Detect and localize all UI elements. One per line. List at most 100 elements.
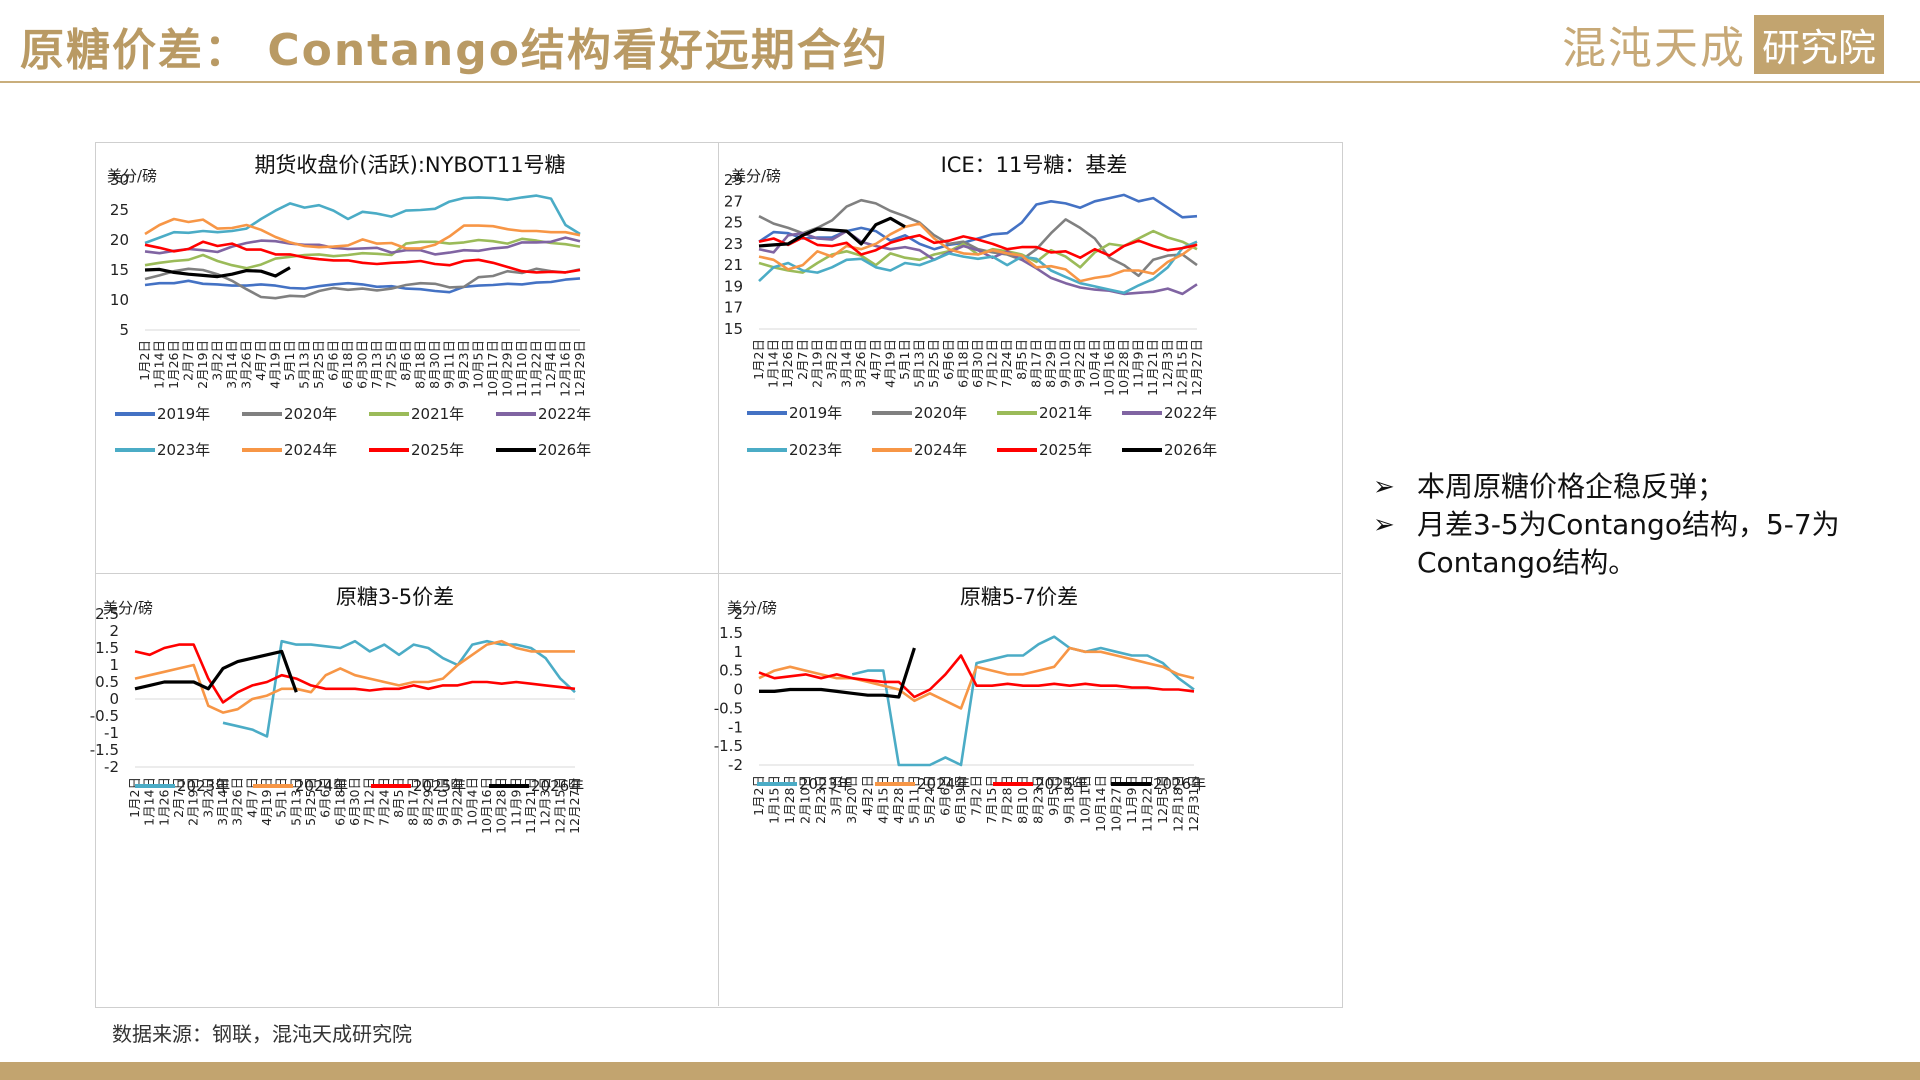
x-tick-label: 5月11日 xyxy=(906,775,921,824)
x-tick-label: 7月24日 xyxy=(376,777,391,826)
series-2023 xyxy=(851,635,1195,767)
x-tick-label: 7月24日 xyxy=(999,339,1014,388)
x-tick-label: 7月2日 xyxy=(969,775,984,816)
series-line xyxy=(144,237,581,270)
x-tick-label: 1月2日 xyxy=(751,775,766,816)
x-tick-label: 11月9日 xyxy=(1124,775,1139,824)
axis-unit-label: 美分/磅 xyxy=(731,167,781,185)
y-tick-label: 29 xyxy=(724,171,743,189)
legend-item: 2026年 xyxy=(1111,775,1206,793)
legend-item: 2024年 xyxy=(242,441,337,459)
y-tick-label: -1.5 xyxy=(714,737,743,755)
x-tick-label: 12月15日 xyxy=(1174,339,1189,396)
y-tick-label: -1 xyxy=(728,718,743,736)
legend-label: 2024年 xyxy=(284,441,337,459)
series-line xyxy=(222,639,576,738)
x-tick-label: 3月2日 xyxy=(200,777,215,818)
y-tick-label: 1 xyxy=(109,656,119,674)
x-tick-label: 3月14日 xyxy=(839,339,854,388)
x-tick-label: 12月27日 xyxy=(567,777,582,834)
x-tick-label: 1月26日 xyxy=(780,339,795,388)
legend-label: 2023年 xyxy=(157,441,210,459)
legend-label: 2020年 xyxy=(914,404,967,422)
x-tick-label: 8月29日 xyxy=(420,777,435,826)
legend-item: 2020年 xyxy=(872,404,967,422)
x-tick-label: 6月30日 xyxy=(347,777,362,826)
y-tick-label: 25 xyxy=(110,201,129,219)
legend-label: 2019年 xyxy=(789,404,842,422)
x-tick-label: 12月4日 xyxy=(543,340,558,389)
legend-label: 2022年 xyxy=(538,405,591,423)
series-line xyxy=(758,654,1195,699)
legend-label: 2024年 xyxy=(914,441,967,459)
y-tick-label: 2 xyxy=(109,622,119,640)
x-tick-label: 5月13日 xyxy=(297,340,312,389)
series-line xyxy=(134,643,576,704)
legend-label: 2025年 xyxy=(411,441,464,459)
header-rule xyxy=(0,81,1920,83)
y-tick-label: 25 xyxy=(724,214,743,232)
arrow-bullet-icon: ➢ xyxy=(1373,472,1395,502)
x-tick-label: 9月22日 xyxy=(450,777,465,826)
y-tick-label: 20 xyxy=(110,231,129,249)
x-tick-label: 11月10日 xyxy=(514,340,529,397)
legend-label: 2026年 xyxy=(538,441,591,459)
x-tick-label: 4月7日 xyxy=(868,339,883,380)
x-tick-label: 4月19日 xyxy=(882,339,897,388)
x-tick-label: 5月25日 xyxy=(311,340,326,389)
x-tick-label: 8月23日 xyxy=(1031,775,1046,824)
series-2026 xyxy=(134,649,298,693)
legend-item: 2024年 xyxy=(875,775,970,793)
x-tick-label: 3月20日 xyxy=(844,775,859,824)
legend-label: 2022年 xyxy=(1164,404,1217,422)
x-tick-label: 8月29日 xyxy=(1043,339,1058,388)
legend-item: 2019年 xyxy=(115,405,210,423)
legend-item: 2025年 xyxy=(997,441,1092,459)
x-tick-label: 7月13日 xyxy=(369,340,384,389)
x-tick-label: 5月25日 xyxy=(926,339,941,388)
x-tick-label: 7月15日 xyxy=(984,775,999,824)
x-tick-label: 8月30日 xyxy=(427,340,442,389)
y-tick-label: -2 xyxy=(104,758,119,776)
x-tick-label: 6月6日 xyxy=(318,777,333,818)
legend-label: 2026年 xyxy=(1164,441,1217,459)
x-tick-label: 6月30日 xyxy=(970,339,985,388)
x-tick-label: 10月29日 xyxy=(500,340,515,397)
bullet-text: 月差3-5为Contango结构，5-7为Contango结构。 xyxy=(1417,508,1840,579)
x-tick-label: 6月6日 xyxy=(941,339,956,380)
x-tick-label: 1月2日 xyxy=(127,777,142,818)
series-2026 xyxy=(144,266,291,279)
x-tick-label: 2月19日 xyxy=(809,339,824,388)
legend-item: 2022年 xyxy=(496,405,591,423)
x-tick-label: 12月3日 xyxy=(1160,339,1175,388)
footer-bar xyxy=(0,1062,1920,1080)
x-tick-label: 5月13日 xyxy=(288,777,303,826)
x-tick-label: 11月22日 xyxy=(529,340,544,397)
series-2026 xyxy=(758,216,906,248)
x-tick-label: 10月4日 xyxy=(1087,339,1102,388)
panel-divider-vertical xyxy=(718,142,719,1006)
series-line xyxy=(134,639,575,714)
legend-item: 2025年 xyxy=(369,441,464,459)
x-tick-label: 7月28日 xyxy=(1000,775,1015,824)
x-tick-label: 12月29日 xyxy=(572,340,587,397)
x-tick-label: 4月15日 xyxy=(875,775,890,824)
x-tick-label: 1月2日 xyxy=(137,340,152,381)
y-tick-label: 2 xyxy=(733,605,743,623)
series-2024 xyxy=(144,217,581,250)
x-tick-label: 2月7日 xyxy=(181,340,196,381)
series-line xyxy=(144,194,581,245)
x-tick-label: 10月1日 xyxy=(1077,775,1092,824)
legend-label: 2024年 xyxy=(295,777,348,795)
legend-item: 2023年 xyxy=(115,441,210,459)
x-tick-label: 7月12日 xyxy=(985,339,1000,388)
series-line xyxy=(851,635,1195,767)
y-tick-label: 2.5 xyxy=(95,605,119,623)
x-tick-label: 9月23日 xyxy=(456,340,471,389)
series-line xyxy=(134,649,298,693)
x-tick-label: 6月18日 xyxy=(332,777,347,826)
y-tick-label: 23 xyxy=(724,235,743,253)
y-tick-label: -0.5 xyxy=(90,707,119,725)
